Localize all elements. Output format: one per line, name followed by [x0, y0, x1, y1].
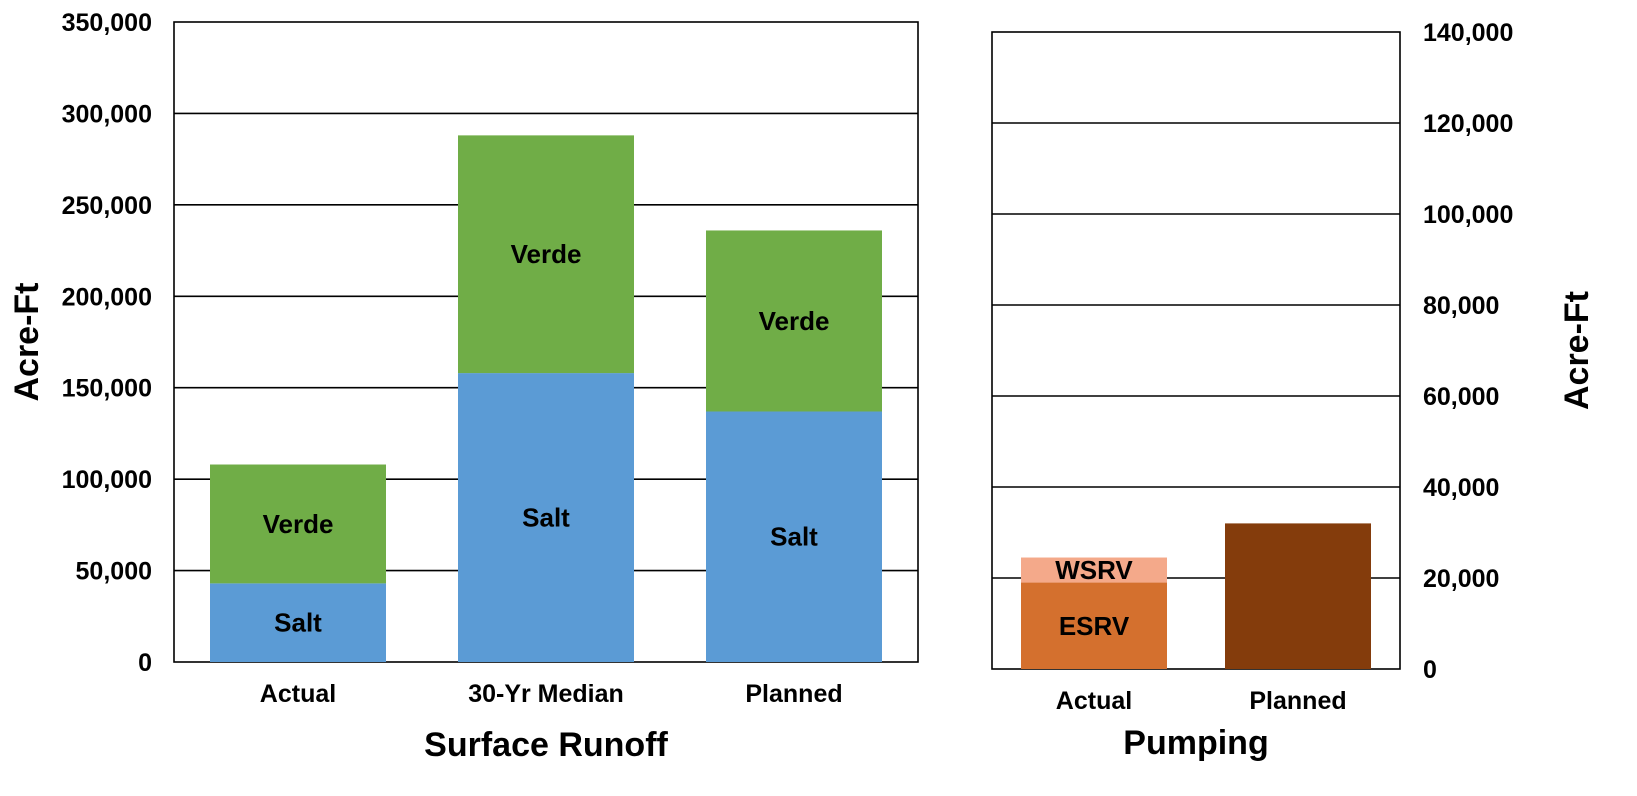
runoff-bar-verde-0 — [210, 464, 386, 584]
runoff-x-category-label: Actual — [260, 680, 336, 708]
pumping-x-axis-title: Pumping — [1123, 724, 1268, 762]
pumping-y-tick-label: 100,000 — [1423, 201, 1513, 229]
runoff-bar-salt-1 — [458, 373, 634, 662]
runoff-y-tick-label: 300,000 — [62, 100, 152, 128]
runoff-y-tick-label: 250,000 — [62, 192, 152, 220]
pumping-segment-label: WSRV — [1055, 555, 1133, 585]
runoff-x-category-label: 30-Yr Median — [468, 680, 624, 708]
runoff-bar-verde-2 — [706, 230, 882, 412]
runoff-segment-label: Verde — [759, 306, 830, 336]
runoff-y-axis-title: Acre-Ft — [8, 282, 46, 401]
pumping-y-tick-label: 20,000 — [1423, 565, 1499, 593]
pumping-y-tick-label: 60,000 — [1423, 383, 1499, 411]
pumping-bar-wsrv-0 — [1021, 557, 1167, 583]
pumping-bar-total-1 — [1225, 523, 1371, 669]
runoff-y-tick-label: 350,000 — [62, 9, 152, 37]
runoff-bar-salt-2 — [706, 411, 882, 662]
pumping-y-tick-label: 40,000 — [1423, 474, 1499, 502]
runoff-y-tick-label: 0 — [138, 649, 152, 677]
runoff-segment-label: Salt — [522, 503, 570, 533]
runoff-bar-salt-0 — [210, 583, 386, 662]
pumping-y-tick-label: 140,000 — [1423, 19, 1513, 47]
pumping-x-category-label: Actual — [1056, 687, 1132, 715]
pumping-y-tick-label: 120,000 — [1423, 110, 1513, 138]
pumping-plot-frame — [991, 31, 1401, 670]
runoff-y-tick-label: 150,000 — [62, 375, 152, 403]
pumping-bar-esrv-0 — [1021, 582, 1167, 669]
runoff-segment-label: Verde — [511, 239, 582, 269]
runoff-segment-label: Verde — [263, 509, 334, 539]
runoff-x-category-label: Planned — [745, 680, 842, 708]
runoff-segment-label: Salt — [274, 608, 322, 638]
runoff-segment-label: Salt — [770, 522, 818, 552]
pumping-y-tick-label: 80,000 — [1423, 292, 1499, 320]
runoff-bar-verde-1 — [458, 135, 634, 374]
runoff-y-tick-label: 50,000 — [76, 558, 152, 586]
runoff-y-tick-label: 200,000 — [62, 283, 152, 311]
pumping-segment-label: ESRV — [1059, 611, 1130, 641]
pumping-y-tick-label: 0 — [1423, 656, 1437, 684]
runoff-y-tick-label: 100,000 — [62, 466, 152, 494]
pumping-y-axis-title: Acre-Ft — [1558, 291, 1596, 410]
pumping-x-category-label: Planned — [1249, 687, 1346, 715]
runoff-x-axis-title: Surface Runoff — [424, 726, 668, 764]
